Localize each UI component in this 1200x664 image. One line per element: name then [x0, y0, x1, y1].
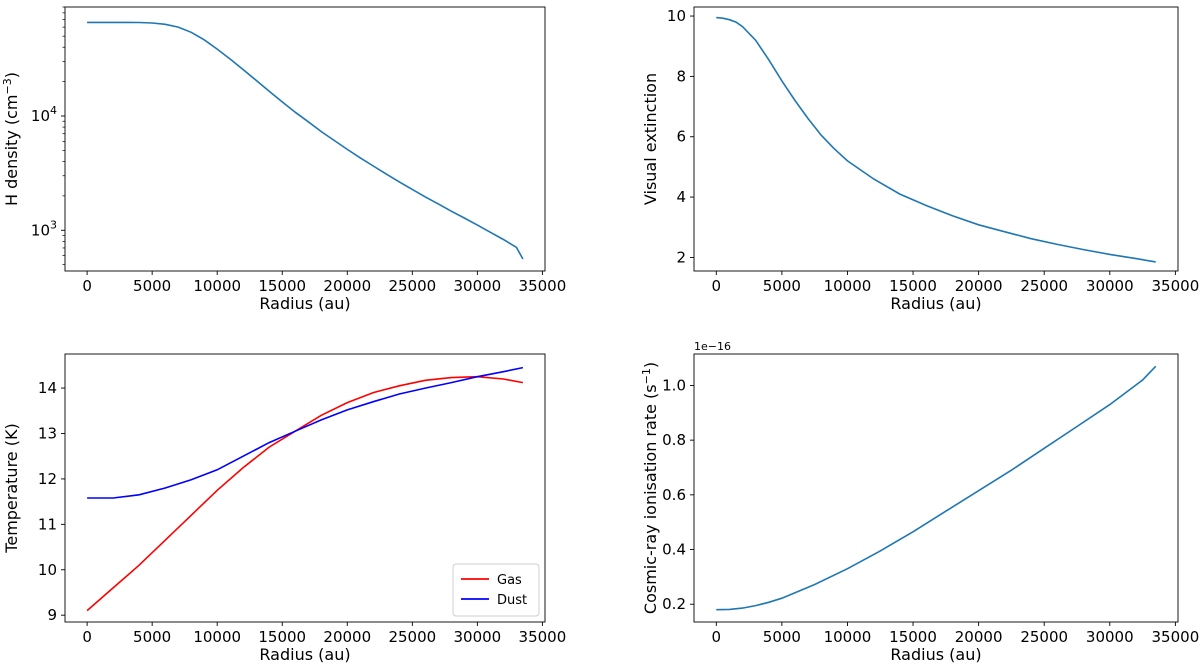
- plot-frame: [64, 6, 546, 272]
- y-axis-label: Temperature (K): [2, 423, 21, 553]
- x-tick-label: 0: [712, 277, 722, 295]
- plot-frame: [693, 6, 1179, 272]
- axis-offset-label: 1e−16: [694, 340, 731, 353]
- x-tick-label: 20000: [955, 628, 1003, 646]
- x-tick-label: 20000: [323, 277, 371, 295]
- x-tick-label: 30000: [1086, 628, 1134, 646]
- chart-panel-3: 0 5000 10000 15000 20000 25000 30000 35000 9 10 11…: [2, 353, 567, 664]
- series-line-1: [716, 365, 1157, 611]
- x-tick-label: 10000: [824, 628, 872, 646]
- series-line-1: [87, 21, 524, 260]
- x-tick-label: 35000: [519, 628, 567, 646]
- x-tick-label: 30000: [1086, 277, 1134, 295]
- plot-frame: [64, 353, 546, 623]
- y-tick-label: 0.8: [662, 431, 686, 449]
- legend-label-gas: Gas: [497, 573, 522, 588]
- x-axis-label: Radius (au): [259, 645, 350, 664]
- x-tick-label: 35000: [1152, 277, 1200, 295]
- x-tick-label: 15000: [889, 628, 937, 646]
- x-tick-label: 25000: [1020, 277, 1068, 295]
- legend: Gas Dust: [452, 563, 540, 617]
- x-tick-label: 30000: [453, 277, 501, 295]
- x-tick-label: 10000: [193, 277, 241, 295]
- y-tick-label: 0.6: [662, 486, 686, 504]
- y-tick-label: 1.0: [662, 376, 686, 394]
- y-tick-label: 14: [38, 379, 57, 397]
- chart-panel-4: 0 5000 10000 15000 20000 25000 30000 35000 0.2 0.…: [640, 340, 1199, 664]
- x-tick-label: 35000: [519, 277, 567, 295]
- plot-frame: [693, 353, 1179, 623]
- x-tick-label: 5000: [763, 277, 801, 295]
- x-tick-label: 25000: [388, 277, 436, 295]
- x-tick-label: 35000: [1152, 628, 1200, 646]
- y-tick-label: 13: [38, 424, 57, 442]
- x-tick-label: 5000: [763, 628, 801, 646]
- x-tick-label: 20000: [955, 277, 1003, 295]
- y-tick-label: 11: [38, 515, 57, 533]
- series-line-1: [716, 16, 1156, 263]
- x-tick-label: 5000: [133, 277, 171, 295]
- y-axis-label: Visual extinction: [641, 73, 660, 205]
- x-tick-label: 0: [712, 628, 722, 646]
- y-tick-label: 8: [676, 67, 686, 85]
- x-axis-label: Radius (au): [890, 294, 981, 313]
- x-tick-label: 15000: [258, 628, 306, 646]
- y-tick-label: 10: [667, 7, 686, 25]
- x-axis-label: Radius (au): [259, 294, 350, 313]
- x-tick-label: 25000: [1020, 628, 1068, 646]
- y-tick-label: 0.4: [662, 541, 686, 559]
- legend-label-dust: Dust: [497, 593, 527, 608]
- legend-box: [452, 563, 540, 617]
- x-tick-label: 25000: [388, 628, 436, 646]
- y-axis-label: Cosmic-ray ionisation rate (s−1): [640, 362, 660, 614]
- x-tick-label: 15000: [258, 277, 306, 295]
- x-tick-label: 5000: [133, 628, 171, 646]
- series-line-dust: [87, 366, 524, 499]
- y-tick-label: 6: [676, 128, 686, 146]
- y-tick-label: 104: [31, 104, 57, 125]
- y-tick-label: 9: [47, 606, 57, 624]
- x-axis-label: Radius (au): [890, 645, 981, 664]
- x-tick-label: 0: [82, 628, 92, 646]
- y-axis-label: H density (cm−3): [1, 72, 21, 206]
- y-tick-label: 10: [38, 561, 57, 579]
- x-tick-label: 10000: [824, 277, 872, 295]
- x-tick-label: 0: [82, 277, 92, 295]
- chart-panel-2: 0 5000 10000 15000 20000 25000 30000 35000 2 4 6 8 1…: [641, 6, 1200, 313]
- y-tick-label: 2: [676, 248, 686, 266]
- x-tick-label: 20000: [323, 628, 371, 646]
- y-tick-label: 12: [38, 470, 57, 488]
- y-tick-label: 0.2: [662, 595, 686, 613]
- y-tick-label: 4: [676, 188, 686, 206]
- x-tick-label: 10000: [193, 628, 241, 646]
- x-tick-label: 15000: [889, 277, 937, 295]
- y-tick-label: 103: [31, 218, 57, 239]
- series-line-gas: [86, 375, 524, 612]
- x-tick-label: 30000: [453, 628, 501, 646]
- chart-panel-1: 0 5000 10000 15000 20000 25000 30000 35000 103 10…: [1, 6, 567, 313]
